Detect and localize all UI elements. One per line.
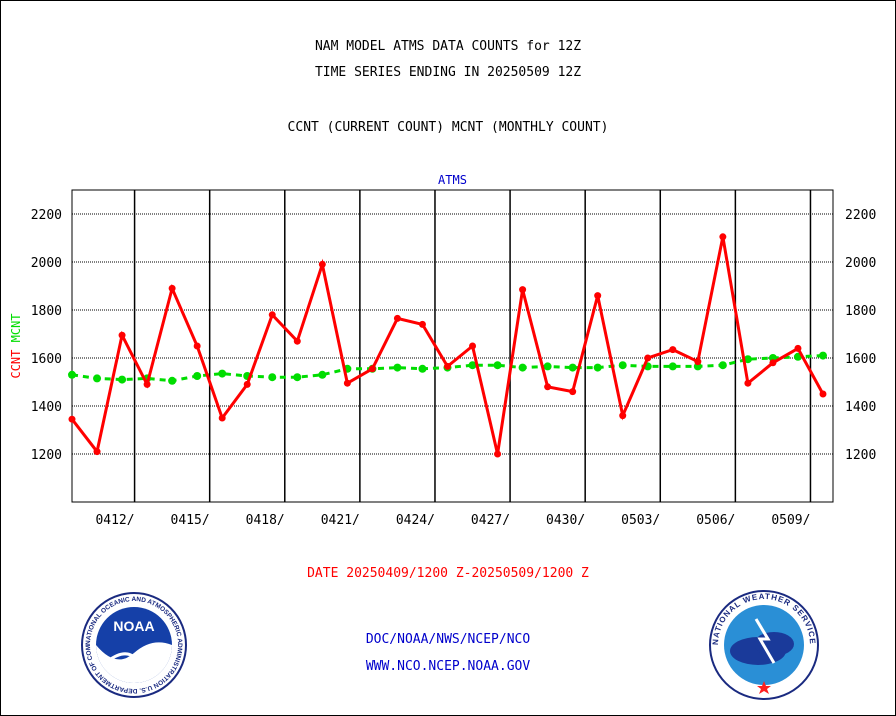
data-point-ccnt: [794, 344, 802, 352]
data-point-ccnt: [469, 342, 477, 350]
date-range-label: DATE 20250409/1200 Z-20250509/1200 Z: [307, 566, 589, 581]
data-point-mcnt: [118, 375, 127, 384]
data-point-mcnt: [68, 370, 76, 379]
data-point-ccnt: [68, 415, 76, 423]
data-point-mcnt: [543, 362, 552, 371]
y-tick-label-right: 1200: [845, 448, 876, 463]
chart-subtitle: CCNT (CURRENT COUNT) MCNT (MONTHLY COUNT…: [287, 120, 609, 135]
data-point-ccnt: [594, 292, 602, 300]
data-point-mcnt: [168, 376, 177, 385]
data-point-ccnt: [343, 379, 351, 387]
noaa-logo-text: NOAA: [113, 618, 154, 634]
data-point-mcnt: [93, 374, 102, 383]
chart-title-line2: TIME SERIES ENDING IN 20250509 12Z: [314, 65, 582, 80]
x-tick-label: 0415/: [171, 513, 210, 528]
data-point-ccnt: [393, 314, 401, 322]
data-point-mcnt: [718, 361, 727, 370]
data-point-ccnt: [443, 362, 451, 370]
data-point-ccnt: [644, 354, 652, 362]
chart-title-line1: NAM MODEL ATMS DATA COUNTS for 12Z: [314, 39, 582, 54]
data-point-mcnt: [618, 361, 627, 370]
y-tick-label-right: 2000: [845, 256, 876, 271]
data-point-ccnt: [143, 380, 151, 388]
nws-logo: NATIONAL WEATHER SERVICE: [709, 590, 819, 700]
data-point-mcnt: [293, 373, 302, 382]
data-point-ccnt: [93, 448, 101, 456]
data-point-mcnt: [568, 363, 577, 372]
data-point-ccnt: [694, 358, 702, 366]
y-axis-label-part: MCNT: [9, 313, 23, 349]
data-point-mcnt: [418, 364, 427, 373]
data-point-ccnt: [268, 311, 276, 319]
plot-area: [71, 189, 834, 503]
x-tick-label: 0509/: [771, 513, 810, 528]
data-point-ccnt: [193, 342, 201, 350]
noaa-logo: NOAA NATIONAL OCEANIC AND ATMOSPHERIC AD…: [80, 591, 187, 698]
data-point-mcnt: [668, 362, 677, 371]
data-point-ccnt: [719, 233, 727, 241]
data-point-mcnt: [318, 370, 327, 379]
x-tick-label: 0424/: [396, 513, 435, 528]
data-point-ccnt: [368, 365, 376, 373]
data-point-ccnt: [519, 286, 527, 294]
x-tick-label: 0412/: [95, 513, 134, 528]
data-point-ccnt: [293, 337, 301, 345]
plot-title: ATMS: [438, 173, 467, 187]
data-point-ccnt: [619, 412, 627, 420]
data-point-mcnt: [593, 363, 602, 372]
data-point-mcnt: [818, 351, 827, 360]
x-tick-label: 0506/: [696, 513, 735, 528]
data-point-mcnt: [393, 363, 402, 372]
data-point-ccnt: [669, 346, 677, 354]
y-tick-label-left: 1400: [31, 400, 62, 415]
x-tick-label: 0421/: [321, 513, 360, 528]
y-tick-label-right: 1600: [845, 352, 876, 367]
data-point-mcnt: [193, 372, 202, 380]
data-point-ccnt: [418, 320, 426, 328]
data-point-ccnt: [118, 331, 126, 339]
y-tick-label-right: 2200: [845, 208, 876, 223]
data-point-mcnt: [518, 363, 527, 372]
x-tick-label: 0430/: [546, 513, 585, 528]
data-point-ccnt: [769, 359, 777, 367]
y-tick-label-right: 1800: [845, 304, 876, 319]
y-tick-label-left: 1600: [31, 352, 62, 367]
data-point-ccnt: [318, 260, 326, 268]
x-tick-label: 0503/: [621, 513, 660, 528]
y-tick-label-right: 1400: [845, 400, 876, 415]
y-tick-label-left: 2200: [31, 208, 62, 223]
data-point-ccnt: [494, 450, 502, 458]
data-point-ccnt: [218, 414, 226, 422]
x-tick-label: 0418/: [246, 513, 285, 528]
data-point-ccnt: [819, 390, 827, 398]
x-tick-label: 0427/: [471, 513, 510, 528]
data-point-mcnt: [743, 355, 752, 364]
data-point-mcnt: [468, 361, 477, 370]
data-point-mcnt: [268, 373, 277, 382]
data-point-ccnt: [243, 380, 251, 388]
y-tick-label-left: 2000: [31, 256, 62, 271]
data-point-ccnt: [744, 379, 752, 387]
y-tick-label-left: 1800: [31, 304, 62, 319]
data-point-mcnt: [493, 361, 502, 370]
y-tick-label-left: 1200: [31, 448, 62, 463]
data-point-mcnt: [218, 369, 227, 378]
y-axis-label-part: CCNT: [9, 350, 23, 379]
data-point-ccnt: [544, 383, 552, 391]
data-point-ccnt: [168, 284, 176, 292]
data-point-ccnt: [569, 388, 577, 396]
website-label: WWW.NCO.NCEP.NOAA.GOV: [365, 659, 531, 674]
y-axis-label: CCNT MCNT: [9, 313, 23, 378]
org-path-label: DOC/NOAA/NWS/NCEP/NCO: [365, 632, 531, 647]
